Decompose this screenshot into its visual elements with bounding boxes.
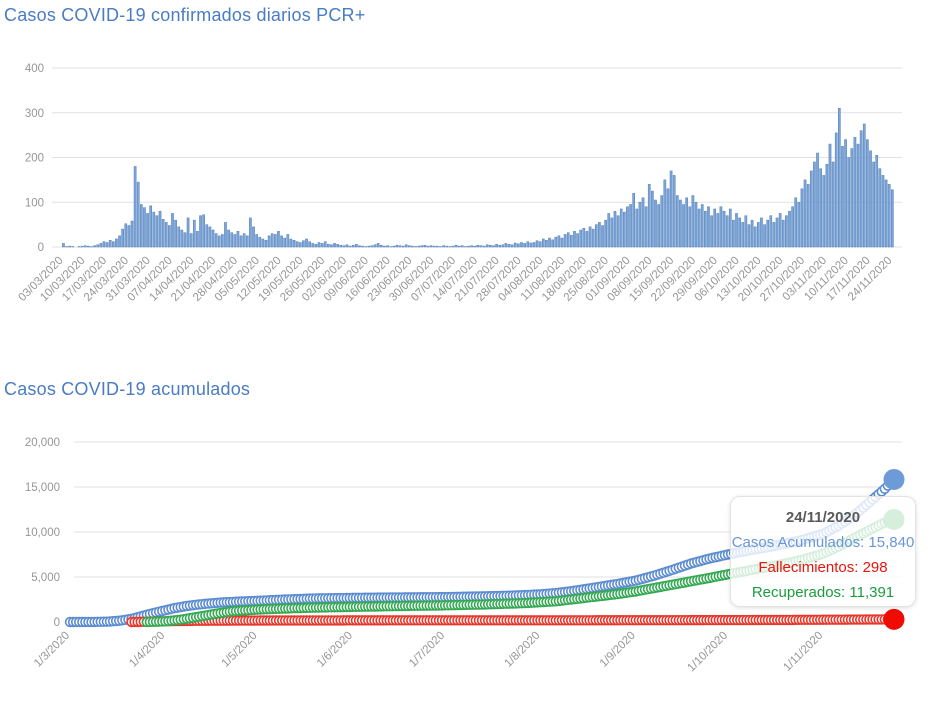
chart-tooltip: 24/11/2020 Casos Acumulados: 15,840 Fall… bbox=[730, 496, 916, 607]
svg-text:400: 400 bbox=[25, 63, 44, 75]
svg-text:15,000: 15,000 bbox=[25, 482, 60, 494]
svg-text:20,000: 20,000 bbox=[25, 437, 60, 449]
svg-text:1/11/2020: 1/11/2020 bbox=[781, 630, 825, 674]
svg-text:0: 0 bbox=[54, 617, 60, 629]
tooltip-date: 24/11/2020 bbox=[785, 509, 861, 526]
svg-text:100: 100 bbox=[25, 197, 44, 209]
cumulative-scatter-chart[interactable]: 0 5,000 10,000 15,000 20,000 1/3/2020 1/4/2020… bbox=[0, 360, 932, 720]
svg-text:5,000: 5,000 bbox=[31, 572, 60, 584]
svg-text:0: 0 bbox=[38, 242, 44, 254]
svg-text:200: 200 bbox=[25, 153, 44, 165]
svg-text:1/9/2020: 1/9/2020 bbox=[598, 630, 638, 670]
svg-text:1/6/2020: 1/6/2020 bbox=[315, 630, 355, 670]
daily-chart-title: Casos COVID-19 confirmados diarios PCR+ bbox=[4, 5, 366, 25]
daily-bar-chart[interactable]: 010020030040003/03/202010/03/202017/03/2… bbox=[0, 0, 932, 360]
svg-text:1/10/2020: 1/10/2020 bbox=[685, 630, 730, 675]
tooltip-recovered-line: Recuperados: 11,391 bbox=[751, 584, 895, 601]
svg-text:1/4/2020: 1/4/2020 bbox=[127, 630, 167, 670]
svg-text:1/8/2020: 1/8/2020 bbox=[502, 630, 542, 670]
cumulative-chart-title: Casos COVID-19 acumulados bbox=[4, 379, 251, 399]
svg-text:300: 300 bbox=[25, 108, 44, 120]
svg-text:10,000: 10,000 bbox=[25, 527, 60, 539]
tooltip-cases-line: Casos Acumulados: 15,840 bbox=[731, 534, 915, 551]
svg-text:1/7/2020: 1/7/2020 bbox=[407, 630, 447, 670]
tooltip-deaths-line: Fallecimientos: 298 bbox=[758, 559, 888, 576]
svg-text:1/5/2020: 1/5/2020 bbox=[220, 630, 260, 670]
svg-text:1/3/2020: 1/3/2020 bbox=[32, 630, 72, 670]
